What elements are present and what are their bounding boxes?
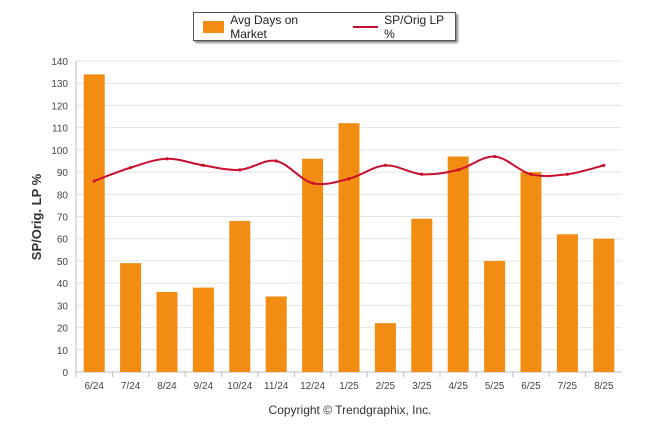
line-point bbox=[420, 172, 424, 176]
y-tick-label: 10 bbox=[57, 346, 69, 357]
y-tick-label: 60 bbox=[57, 235, 69, 246]
y-tick-label: 130 bbox=[51, 79, 68, 90]
line-point bbox=[347, 177, 351, 181]
line-point bbox=[92, 179, 96, 183]
bar bbox=[192, 287, 214, 372]
legend-bar-swatch bbox=[203, 20, 225, 33]
legend: Avg Days on Market SP/Orig LP % bbox=[193, 12, 456, 41]
y-tick-label: 100 bbox=[51, 146, 68, 157]
bar bbox=[484, 260, 506, 372]
legend-item-line[interactable]: SP/Orig LP % bbox=[343, 13, 455, 41]
line-series bbox=[92, 154, 606, 186]
y-tick-label: 20 bbox=[57, 324, 69, 335]
x-tick-label: 1/25 bbox=[339, 381, 359, 392]
x-tick-label: 6/25 bbox=[521, 381, 541, 392]
bar bbox=[374, 323, 396, 372]
line-point bbox=[129, 166, 133, 170]
legend-line-label: SP/Orig LP % bbox=[384, 12, 444, 41]
x-tick-label: 5/25 bbox=[485, 381, 505, 392]
x-tick-label: 7/24 bbox=[121, 381, 141, 392]
line-point bbox=[201, 163, 205, 168]
line-point bbox=[529, 172, 533, 176]
copyright-footer: Copyright © Trendgraphix, Inc. bbox=[268, 403, 432, 417]
bar bbox=[156, 292, 178, 372]
y-tick-label: 40 bbox=[57, 279, 69, 290]
y-tick-label: 30 bbox=[57, 301, 69, 312]
line-point bbox=[274, 159, 278, 163]
x-tick-label: 4/25 bbox=[448, 381, 468, 392]
x-axis-ticks: 6/24 7/24 8/24 9/24 10/24 11/24 12/24 1/25 2/25 3… bbox=[75, 372, 614, 392]
x-tick-label: 9/24 bbox=[194, 381, 214, 392]
bar bbox=[229, 220, 251, 372]
bar-series bbox=[83, 74, 615, 372]
y-axis-label: SP/Orig. LP % bbox=[29, 173, 44, 260]
bar bbox=[265, 296, 287, 372]
line-point bbox=[238, 168, 242, 172]
bar bbox=[83, 74, 105, 372]
y-tick-label: 0 bbox=[62, 368, 68, 379]
bar bbox=[338, 123, 360, 372]
x-tick-label: 2/25 bbox=[376, 381, 396, 392]
legend-item-bars[interactable]: Avg Days on Market bbox=[203, 13, 334, 41]
y-tick-label: 90 bbox=[57, 168, 69, 179]
legend-line-swatch bbox=[353, 25, 379, 28]
x-tick-label: 8/24 bbox=[157, 381, 177, 392]
x-tick-label: 10/24 bbox=[227, 381, 252, 392]
line-point bbox=[383, 163, 387, 168]
line-point bbox=[565, 172, 570, 176]
bar bbox=[447, 156, 469, 372]
x-tick-label: 8/25 bbox=[594, 381, 614, 392]
x-tick-label: 7/25 bbox=[558, 381, 578, 392]
bar bbox=[593, 238, 615, 372]
y-tick-label: 110 bbox=[52, 124, 68, 135]
bar bbox=[120, 263, 142, 372]
x-tick-label: 3/25 bbox=[412, 381, 432, 392]
line-point bbox=[311, 181, 315, 185]
y-axis-ticks: 0 10 20 30 40 50 60 70 80 90 100 110 120 130 140 bbox=[51, 57, 68, 379]
bar bbox=[556, 234, 578, 372]
bar bbox=[302, 158, 324, 372]
line-point bbox=[602, 163, 606, 168]
y-tick-label: 80 bbox=[57, 190, 69, 201]
line-point bbox=[456, 168, 460, 172]
y-tick-label: 140 bbox=[51, 57, 68, 68]
legend-bar-label: Avg Days on Market bbox=[230, 12, 299, 41]
y-tick-label: 70 bbox=[57, 213, 69, 224]
y-tick-label: 50 bbox=[57, 257, 69, 268]
x-tick-label: 6/24 bbox=[84, 381, 104, 392]
line-point bbox=[165, 157, 169, 161]
x-tick-label: 12/24 bbox=[300, 381, 325, 392]
bar bbox=[520, 172, 542, 372]
bar bbox=[411, 218, 433, 372]
x-tick-label: 11/24 bbox=[264, 381, 289, 392]
line-point bbox=[493, 154, 497, 159]
y-tick-label: 120 bbox=[51, 101, 68, 112]
